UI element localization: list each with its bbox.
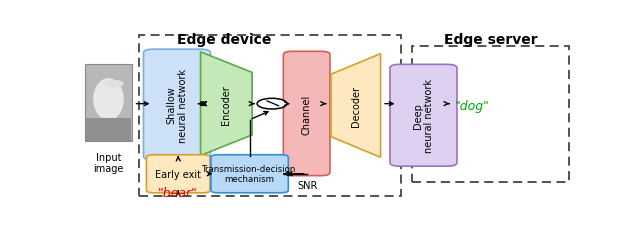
Text: Encoder: Encoder: [221, 84, 231, 124]
FancyBboxPatch shape: [143, 50, 211, 160]
Text: Shallow
neural network: Shallow neural network: [166, 68, 188, 142]
Text: Early exit: Early exit: [156, 169, 201, 179]
Polygon shape: [200, 53, 252, 156]
Circle shape: [103, 80, 124, 88]
Polygon shape: [331, 54, 381, 158]
Circle shape: [257, 99, 287, 109]
FancyBboxPatch shape: [147, 155, 210, 193]
Text: Deep
neural network: Deep neural network: [413, 79, 435, 153]
Text: SNR: SNR: [297, 180, 317, 190]
Text: "bear": "bear": [158, 186, 198, 199]
Text: Edge server: Edge server: [444, 33, 538, 47]
Text: Edge device: Edge device: [177, 33, 271, 47]
FancyBboxPatch shape: [86, 118, 131, 141]
Text: Transmission-decision
mechanism: Transmission-decision mechanism: [202, 164, 297, 184]
FancyBboxPatch shape: [85, 65, 132, 142]
FancyBboxPatch shape: [211, 155, 289, 193]
FancyBboxPatch shape: [390, 65, 457, 167]
Text: Input
image: Input image: [93, 152, 124, 174]
Text: "dog": "dog": [454, 100, 490, 112]
Text: Decoder: Decoder: [351, 85, 361, 126]
FancyBboxPatch shape: [284, 52, 330, 176]
Ellipse shape: [93, 79, 124, 121]
Text: Channel: Channel: [301, 94, 312, 134]
